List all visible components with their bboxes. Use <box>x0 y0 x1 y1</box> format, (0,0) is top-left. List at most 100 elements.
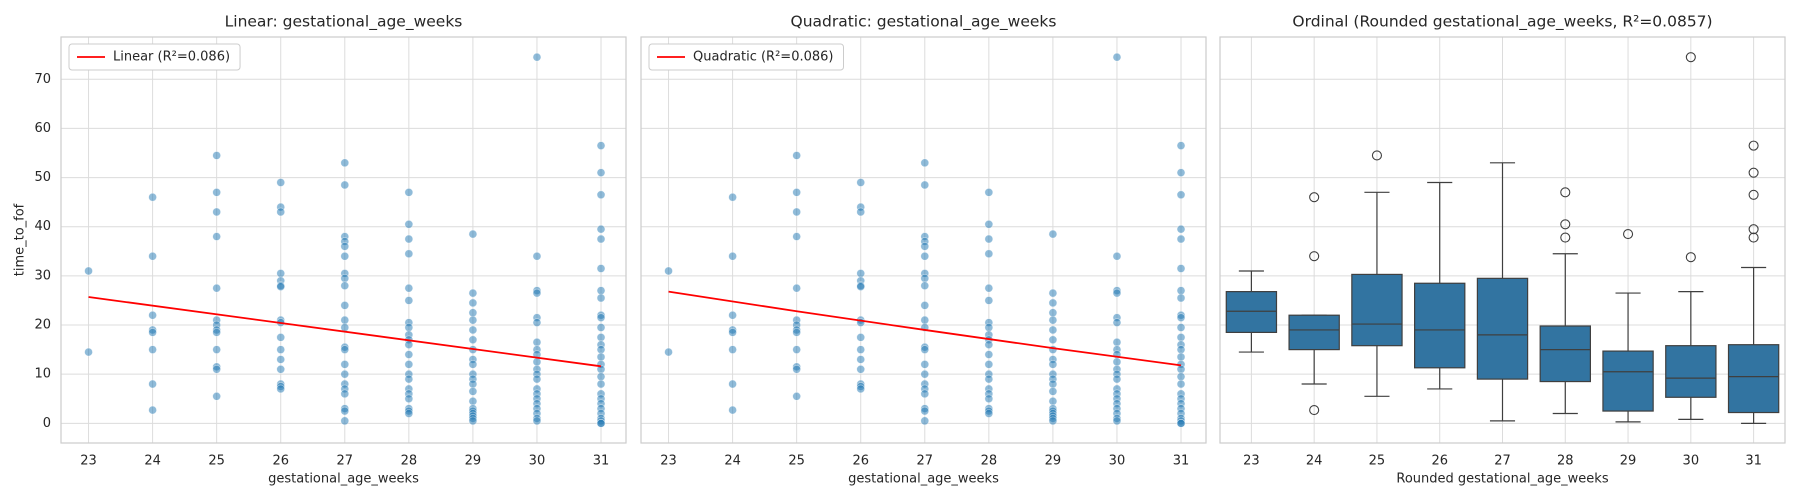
scatter-point <box>984 296 994 305</box>
scatter-point <box>1048 396 1058 406</box>
scatter-point <box>920 406 930 416</box>
scatter-point <box>792 328 801 337</box>
scatter-point <box>728 379 737 389</box>
y-tick-label: 70 <box>34 72 51 87</box>
scatter-point <box>148 310 157 320</box>
scatter-point <box>1048 360 1058 369</box>
scatter-point <box>728 405 737 415</box>
scatter-point <box>468 308 478 318</box>
scatter-point <box>1176 293 1186 303</box>
outlier <box>1748 140 1759 151</box>
subplot-title: Quadratic: gestational_age_weeks <box>791 13 1057 32</box>
scatter-point <box>920 345 930 354</box>
scatter-point <box>792 364 801 374</box>
scatter-point <box>276 345 286 354</box>
scatter-point <box>856 384 866 394</box>
scatter-point <box>856 207 866 217</box>
scatter-point <box>596 379 606 389</box>
x-tick-label: 29 <box>1045 454 1062 469</box>
scatter-point <box>596 333 606 342</box>
scatter-point <box>212 392 221 401</box>
fit-line <box>88 296 602 368</box>
x-tick-label: 27 <box>1494 454 1511 469</box>
scatter-point <box>340 242 350 251</box>
scatter-point <box>984 350 994 359</box>
subplot: 23 24 25 26 27 28 29 30 31 Ordinal (Rounded gesta… <box>1219 13 1786 487</box>
scatter-point <box>1176 234 1186 244</box>
outlier <box>1623 229 1634 240</box>
legend-label: Quadratic (R²=0.086) <box>693 50 834 65</box>
x-tick-label: 30 <box>529 454 546 469</box>
scatter-point <box>212 283 221 293</box>
scatter-point <box>1176 190 1186 200</box>
scatter-point <box>728 328 737 337</box>
scatter-point <box>596 352 606 362</box>
y-tick-label: 50 <box>34 170 51 185</box>
scatter-point <box>340 360 350 369</box>
scatter-point <box>856 364 866 374</box>
scatter-point <box>1048 387 1058 396</box>
scatter-point <box>532 251 542 261</box>
scatter-point <box>340 323 350 332</box>
outlier <box>1560 232 1571 243</box>
scatter-point <box>856 269 866 278</box>
scatter-point <box>468 325 478 335</box>
scatter-point <box>340 389 350 399</box>
x-tick-label: 29 <box>465 454 482 469</box>
x-tick-label: 31 <box>1745 454 1762 469</box>
scatter-point <box>468 379 478 389</box>
x-tick-label: 24 <box>724 454 741 469</box>
scatter-point <box>984 340 994 349</box>
y-tick-label: 40 <box>34 219 51 234</box>
outlier <box>1748 189 1759 200</box>
scatter-point <box>792 345 801 354</box>
scatter-point <box>920 301 930 310</box>
scatter-point <box>792 207 801 217</box>
scatter-point <box>276 333 286 342</box>
scatter-point <box>468 315 478 325</box>
box <box>1288 314 1340 351</box>
scatter-point <box>596 190 606 200</box>
scatter-point <box>212 364 221 374</box>
scatter-point <box>468 387 478 396</box>
scatter-point <box>1048 315 1058 325</box>
scatter-point <box>1048 229 1058 239</box>
scatter-point <box>468 396 478 406</box>
scatter-point <box>148 379 157 389</box>
x-tick-label: 27 <box>337 454 354 469</box>
scatter-point <box>664 347 673 357</box>
scatter-point <box>276 364 286 374</box>
scatter-point <box>984 323 994 332</box>
box <box>1414 282 1466 369</box>
scatter-point <box>468 229 478 239</box>
scatter-point <box>1176 345 1186 354</box>
scatter-point <box>468 416 478 426</box>
scatter-point <box>212 188 221 197</box>
box <box>1727 344 1780 414</box>
scatter-point <box>920 360 930 369</box>
scatter-point <box>596 234 606 244</box>
scatter-point <box>340 281 350 291</box>
scatter-point <box>148 192 157 202</box>
x-tick-label: 28 <box>981 454 998 469</box>
outlier <box>1748 167 1759 178</box>
x-tick-label: 26 <box>272 454 289 469</box>
x-tick-label: 25 <box>208 454 225 469</box>
scatter-point <box>1112 251 1122 261</box>
scatter-point <box>84 347 93 357</box>
scatter-point <box>596 264 606 273</box>
scatter-point <box>596 345 606 354</box>
scatter-point <box>276 282 286 291</box>
scatter-point <box>920 251 930 261</box>
subplot: 23 24 25 26 27 28 29 30 31 Quadratic: gestational… <box>640 13 1207 487</box>
x-tick-label: 27 <box>917 454 934 469</box>
scatter-point <box>1176 379 1186 389</box>
subplot-title: Linear: gestational_age_weeks <box>225 13 463 32</box>
scatter-point <box>532 337 542 347</box>
scatter-point <box>404 188 414 197</box>
scatter-point <box>532 318 542 327</box>
scatter-point <box>984 360 994 369</box>
scatter-point <box>212 345 221 354</box>
scatter-point <box>468 298 478 308</box>
scatter-point <box>340 406 350 416</box>
